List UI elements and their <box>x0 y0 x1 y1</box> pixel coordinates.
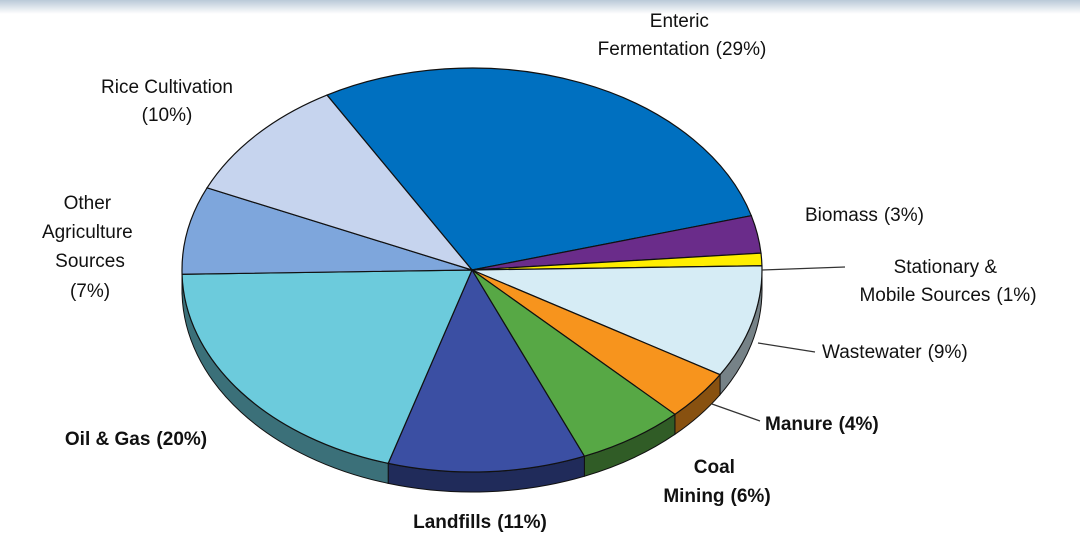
value-label: (1%) <box>996 285 1036 306</box>
pie-slice <box>387 268 586 473</box>
category-label: Enteric Fermentation <box>598 11 715 60</box>
slice-label: Rice Cultivation (10%) <box>101 77 233 126</box>
slice-label: Landfills (11%) <box>413 512 547 533</box>
category-label: Oil & Gas <box>65 429 151 450</box>
value-label: (3%) <box>884 205 924 226</box>
pie-slice <box>471 265 763 376</box>
value-label: (7%) <box>70 281 110 302</box>
slice-label: Stationary & Mobile Sources (1%) <box>859 257 1036 306</box>
value-label: (9%) <box>928 342 968 363</box>
category-label: Biomass <box>805 205 878 226</box>
slice-label: Manure (4%) <box>765 414 879 435</box>
leader-line <box>711 403 761 422</box>
slice-label: Enteric Fermentation (29%) <box>598 11 767 60</box>
value-label: (4%) <box>839 414 879 435</box>
pie-slice <box>326 67 753 271</box>
value-label: (6%) <box>731 486 771 507</box>
category-label: Stationary & Mobile Sources <box>859 257 1002 306</box>
pie-slice <box>181 187 473 275</box>
category-label: Manure <box>765 414 833 435</box>
value-label: (29%) <box>716 39 767 60</box>
slice-label: Wastewater (9%) <box>822 342 968 363</box>
category-label: Coal Mining <box>663 457 740 507</box>
leader-line <box>757 342 816 353</box>
background-band <box>0 0 1080 14</box>
category-label: Landfills <box>413 512 491 533</box>
category-label: Wastewater <box>822 342 922 363</box>
pie-slice <box>206 94 474 272</box>
leader-line <box>761 266 846 271</box>
slice-label: Biomass (3%) <box>805 205 924 226</box>
slice-label: Coal Mining (6%) <box>663 457 770 507</box>
slice-label: Other Agriculture Sources (7%) <box>42 193 138 302</box>
slice-label: Oil & Gas (20%) <box>65 429 207 450</box>
pie-slice <box>181 269 473 465</box>
value-label: (10%) <box>142 105 193 126</box>
value-label: (20%) <box>156 429 207 450</box>
category-label: Other Agriculture Sources <box>42 193 138 272</box>
category-label: Rice Cultivation <box>101 77 233 98</box>
value-label: (11%) <box>497 512 547 533</box>
